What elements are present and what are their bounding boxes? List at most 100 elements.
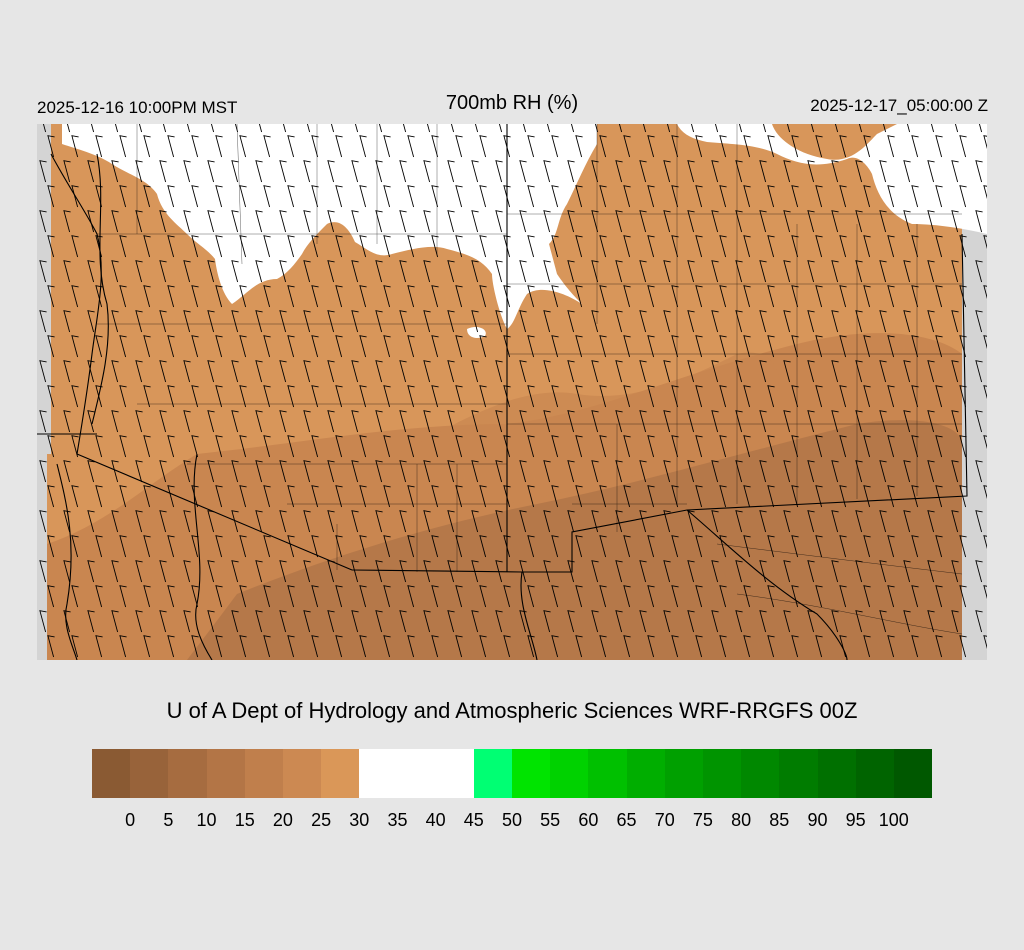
wind-barb (951, 310, 959, 333)
wind-barb (455, 185, 463, 208)
wind-barb (239, 185, 247, 208)
wind-barb (647, 185, 655, 208)
wind-barb (663, 210, 671, 233)
wind-barb (327, 460, 335, 483)
wind-barb (71, 535, 79, 558)
wind-barb (975, 410, 983, 433)
wind-barb (183, 610, 191, 633)
wind-barb (887, 285, 895, 308)
wind-barb (903, 310, 911, 333)
wind-barb (927, 210, 935, 233)
boundary-river-colorado (520, 571, 538, 660)
wind-barb (311, 585, 319, 608)
wind-barb (927, 410, 935, 433)
wind-barb (495, 310, 503, 333)
wind-barb (303, 610, 311, 633)
wind-barb (743, 435, 751, 458)
wind-barb (711, 360, 719, 383)
wind-barb (935, 385, 943, 408)
wind-barb (954, 124, 959, 133)
wind-barb (431, 235, 439, 258)
colorbar-tick-label: 55 (540, 810, 561, 830)
wind-barb (503, 435, 511, 458)
wind-barb (687, 560, 695, 583)
wind-barb (615, 610, 623, 633)
wind-barb (735, 510, 743, 533)
wind-barb (951, 460, 959, 483)
wind-barb (647, 335, 655, 358)
wind-barb (207, 160, 215, 183)
wind-barb (159, 610, 167, 633)
wind-barb (975, 510, 983, 533)
wind-barb (311, 135, 319, 158)
wind-barb (719, 385, 727, 408)
wind-barb (431, 535, 439, 558)
wind-barb (767, 585, 775, 608)
wind-barb (47, 335, 55, 358)
wind-barb (383, 335, 391, 358)
wind-barb (711, 510, 719, 533)
colorbar-tick-label: 100 (878, 810, 909, 830)
wind-barb (591, 510, 599, 533)
colorbar-tick-label: 90 (807, 810, 828, 830)
wind-barb (255, 210, 263, 233)
wind-barb (663, 410, 671, 433)
wind-barb (575, 285, 583, 308)
wind-barb (615, 510, 623, 533)
wind-barb (911, 335, 919, 358)
wind-barb (455, 135, 463, 158)
wind-barb (863, 285, 871, 308)
wind-barb (351, 210, 359, 233)
wind-barb (167, 635, 175, 658)
wind-barb (671, 235, 679, 258)
wind-barb (839, 135, 847, 158)
wind-barb (207, 610, 215, 633)
wind-barb (231, 210, 239, 233)
wind-barb (311, 285, 319, 308)
wind-barb (455, 285, 463, 308)
wind-barb (663, 160, 671, 183)
wind-barb (695, 385, 703, 408)
wind-barb (455, 385, 463, 408)
wind-barb (399, 410, 407, 433)
wind-barb (759, 210, 767, 233)
wind-barb (63, 610, 71, 633)
wind-barb (663, 610, 671, 633)
wind-barb (663, 360, 671, 383)
wind-barb (311, 635, 319, 658)
wind-barb (719, 535, 727, 558)
wind-barb (855, 560, 863, 583)
wind-barb (423, 610, 431, 633)
wind-barb (423, 310, 431, 333)
wind-barb (239, 135, 247, 158)
wind-barb (407, 585, 415, 608)
wind-barb (807, 510, 815, 533)
wind-barb (383, 285, 391, 308)
wind-barb (231, 260, 239, 283)
wind-barb (63, 460, 71, 483)
wind-barb (567, 210, 575, 233)
wind-barb (215, 235, 223, 258)
colorbar-tick-label: 70 (654, 810, 675, 830)
wind-barb (719, 185, 727, 208)
wind-barb (47, 485, 55, 508)
wind-barb (951, 510, 959, 533)
wind-barb (975, 610, 983, 633)
wind-barb (327, 560, 335, 583)
wind-barb (527, 335, 535, 358)
wind-barb (495, 160, 503, 183)
wind-barb (335, 285, 343, 308)
wind-barb (303, 160, 311, 183)
wind-barb (639, 360, 647, 383)
wind-barb (647, 435, 655, 458)
wind-barb (71, 185, 79, 208)
wind-barb (447, 260, 455, 283)
wind-barb (935, 635, 943, 658)
wind-barb (879, 560, 887, 583)
wind-barb (879, 160, 887, 183)
wind-barb (671, 435, 679, 458)
wind-barb (543, 460, 551, 483)
wind-barb (191, 335, 199, 358)
wind-barb (623, 235, 631, 258)
wind-barb (263, 135, 271, 158)
